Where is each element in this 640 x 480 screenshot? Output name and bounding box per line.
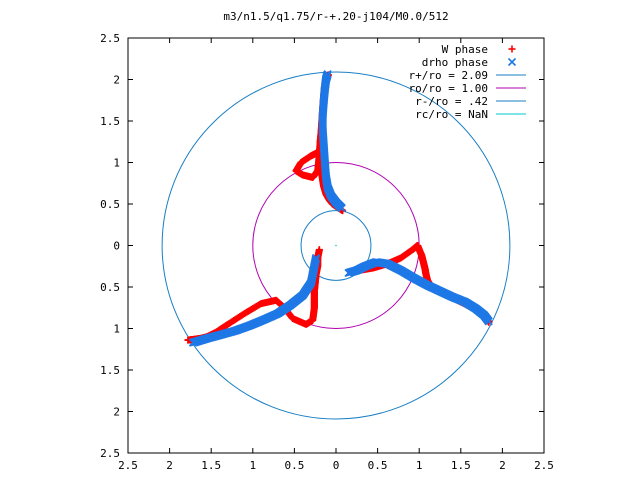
legend-label-circle-2: r-/ro = .42 (415, 95, 488, 108)
rc-point (335, 244, 337, 247)
circle-0 (161, 71, 511, 420)
drho-phase-series (188, 70, 493, 347)
y-tick-label: 0.5 (100, 281, 120, 294)
legend-label-circle-1: ro/ro = 1.00 (409, 82, 488, 95)
axes: 2.5 2 1.5 1 0.5 0 0.5 1 1.5 2 2.52.521.510.500.511… (100, 32, 554, 472)
y-tick-label: 0 (113, 240, 120, 253)
x-tick-label: 0.5 (284, 459, 304, 472)
legend-label-drho-phase: drho phase (422, 56, 488, 69)
x-tick-label: 1 (249, 459, 256, 472)
y-tick-label: 1 (113, 157, 120, 170)
y-tick-label: 1.5 (100, 364, 120, 377)
y-tick-label: 2.5 (100, 32, 120, 45)
x-tick-label: 1.5 (451, 459, 471, 472)
w-phase-point (508, 45, 516, 53)
x-tick-label: 1.5 (201, 459, 221, 472)
drho-phase-point (507, 57, 517, 67)
x-tick-label: 2.5 (534, 459, 554, 472)
x-tick-label: 2 (166, 459, 173, 472)
x-tick-label: 0 (333, 459, 340, 472)
circle-2 (300, 210, 372, 281)
drho-phase-point (323, 70, 332, 79)
legend-label-circle-3: rc/ro = NaN (415, 108, 488, 121)
legend-label-circle-0: r+/ro = 2.09 (409, 69, 488, 82)
x-tick-label: 2 (499, 459, 506, 472)
y-tick-label: 1.5 (100, 115, 120, 128)
chart-title: m3/n1.5/q1.75/r-+.20-j104/M0.0/512 (223, 10, 448, 23)
y-tick-label: 2.5 (100, 447, 120, 460)
y-tick-label: 2 (113, 406, 120, 419)
x-tick-label: 2.5 (118, 459, 138, 472)
reference-circles (161, 71, 511, 420)
y-tick-label: 2 (113, 74, 120, 87)
drho-phase-point (188, 338, 197, 347)
x-tick-label: 0.5 (368, 459, 388, 472)
y-tick-label: 0.5 (100, 198, 120, 211)
drho-phase-point (484, 317, 493, 326)
y-tick-label: 1 (113, 323, 120, 336)
legend-label-w-phase: W phase (442, 43, 488, 56)
x-tick-label: 1 (416, 459, 423, 472)
